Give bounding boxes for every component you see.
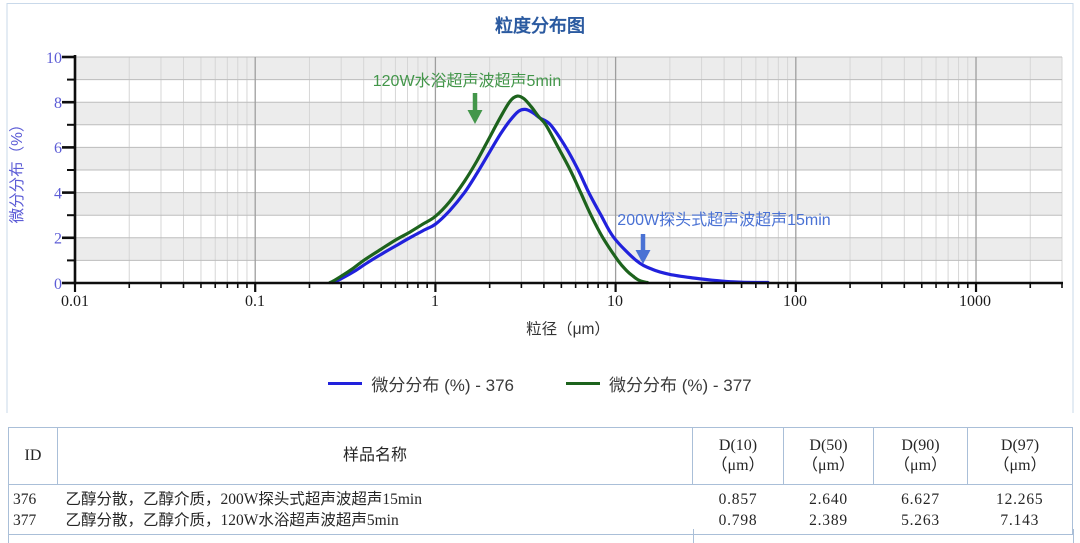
x-axis-title: 粒径（μm）	[526, 320, 610, 338]
row-377-d50: 2.389	[809, 512, 848, 529]
x-tick-labels: 0.01 0.1 1 10 100 1000	[61, 293, 991, 310]
row-377-d90: 5.263	[901, 512, 940, 529]
legend-item-377: 微分分布 (%) - 377	[566, 371, 752, 396]
row-376-d97: 12.265	[996, 491, 1044, 508]
table-row: 376 乙醇分散，乙醇介质，200W探头式超声波超声15min 0.857 2.…	[9, 485, 1073, 511]
table-column-divider	[693, 529, 694, 543]
particle-size-distribution-chart: 粒度分布图 0 2 4 6 8 10 0.01 0.1 1 10 100 100…	[6, 3, 1074, 413]
x-tick-0p1: 0.1	[245, 293, 265, 310]
x-tick-1000: 1000	[959, 293, 991, 310]
y-axis-title: 微分分布（%）	[8, 117, 26, 224]
annotation-377: 120W水浴超声波超声5min	[373, 72, 561, 124]
row-377-name: 乙醇分散，乙醇介质，120W水浴超声波超声5min	[65, 512, 399, 529]
plot-gridlines	[74, 56, 1063, 283]
y-tick-10: 10	[46, 50, 62, 67]
chart-legend: 微分分布 (%) - 376 微分分布 (%) - 377	[0, 369, 1080, 397]
x-tick-100: 100	[783, 293, 807, 310]
x-tick-10: 10	[607, 293, 623, 310]
next-table-section-cropped	[8, 529, 1074, 543]
table-row: 377 乙醇分散，乙醇介质，120W水浴超声波超声5min 0.798 2.38…	[9, 510, 1073, 535]
row-377-d97: 7.143	[1000, 512, 1040, 529]
legend-label-376: 微分分布 (%) - 376	[371, 375, 514, 395]
header-id: ID	[8, 427, 58, 485]
row-376-d10: 0.857	[718, 491, 758, 508]
annotation-377-label: 120W水浴超声波超声5min	[373, 72, 561, 90]
table-header-row: ID 样品名称 D(10) （μm） D(50) （μm） D(90) （μm）	[8, 427, 1073, 485]
header-d90: D(90) （μm）	[873, 427, 968, 485]
series-line-377	[328, 94, 649, 285]
header-sample-name: 样品名称	[57, 427, 693, 485]
annotation-376-label: 200W探头式超声波超声15min	[617, 211, 830, 229]
header-d10: D(10) （μm）	[692, 427, 784, 485]
y-tick-2: 2	[54, 231, 62, 248]
header-d97: D(97) （μm）	[993, 437, 1047, 474]
row-376-name: 乙醇分散，乙醇介质，200W探头式超声波超声15min	[65, 491, 423, 508]
row-376-d90: 6.627	[901, 491, 940, 508]
y-tick-labels: 0 2 4 6 8 10	[46, 50, 62, 293]
legend-line-green	[566, 381, 600, 385]
sample-table-container: ID 样品名称 D(10) （μm） D(50) （μm） D(90) （μm）	[8, 427, 1073, 535]
y-tick-8: 8	[54, 95, 62, 112]
plot-curves	[328, 94, 770, 285]
x-tick-1: 1	[431, 293, 439, 310]
chart-panel-border	[6, 3, 1074, 413]
sample-table: ID 样品名称 D(10) （μm） D(50) （μm） D(90) （μm）	[8, 427, 1073, 535]
y-tick-6: 6	[54, 140, 62, 157]
annotation-376: 200W探头式超声波超声15min	[617, 211, 831, 264]
y-tick-0: 0	[54, 276, 62, 293]
down-arrow-icon	[635, 234, 651, 264]
row-377-d10: 0.798	[718, 512, 758, 529]
row-376-id: 376	[13, 491, 37, 508]
legend-line-blue	[328, 381, 363, 385]
chart-title: 粒度分布图	[495, 15, 585, 36]
y-tick-4: 4	[54, 186, 62, 203]
row-377-id: 377	[13, 512, 37, 529]
x-tick-0p01: 0.01	[61, 293, 89, 310]
legend-label-377: 微分分布 (%) - 377	[609, 375, 752, 395]
legend-item-376: 微分分布 (%) - 376	[328, 371, 514, 396]
header-d50: D(50) （μm）	[783, 427, 874, 485]
series-line-376	[331, 107, 770, 285]
row-376-d50: 2.640	[809, 491, 848, 508]
down-arrow-icon	[467, 93, 483, 124]
axis-ticks	[62, 55, 1063, 292]
